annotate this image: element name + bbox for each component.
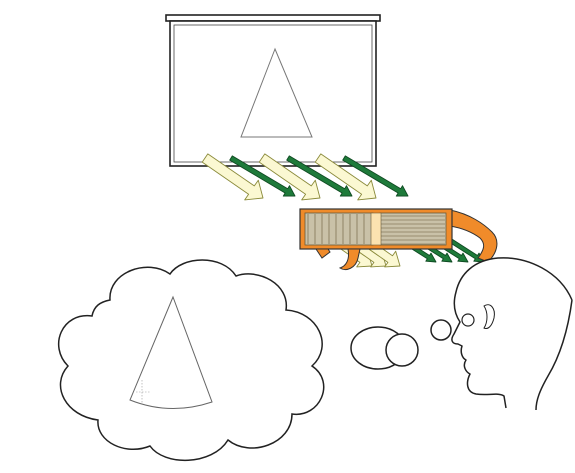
thought-bubble [57, 259, 474, 462]
thought-cloud [57, 259, 325, 462]
green-light-arrow [229, 155, 296, 197]
3d-glasses [299, 208, 498, 271]
lens-slats [307, 214, 445, 245]
viewer-ear [483, 304, 495, 329]
cone-outline [129, 295, 213, 409]
green-light-arrow [286, 155, 353, 197]
glasses-bridge [370, 212, 382, 246]
glasses-lens-right [379, 212, 447, 246]
head-back [535, 299, 573, 411]
polarized-light-arrows [201, 153, 409, 201]
thought-bubble-small [430, 319, 452, 341]
green-light-arrow [342, 155, 409, 197]
screen-top-bar [165, 14, 381, 22]
thought-bubble-medium [385, 333, 419, 367]
glasses-nose-pad [315, 248, 331, 259]
viewer-eye-icon [461, 313, 475, 327]
pale-light-arrow [314, 153, 377, 201]
pale-light-arrow [201, 153, 264, 201]
projected-triangle [240, 47, 313, 138]
head-profile [451, 257, 573, 409]
cone-shading [136, 380, 150, 404]
pale-light-arrow [258, 153, 321, 201]
screen-frame [169, 20, 377, 167]
glasses-temple-arm [449, 209, 498, 263]
glasses-hook [338, 248, 361, 271]
perceived-cone [129, 295, 213, 409]
projection-screen [165, 14, 381, 167]
viewer-head [451, 257, 573, 411]
